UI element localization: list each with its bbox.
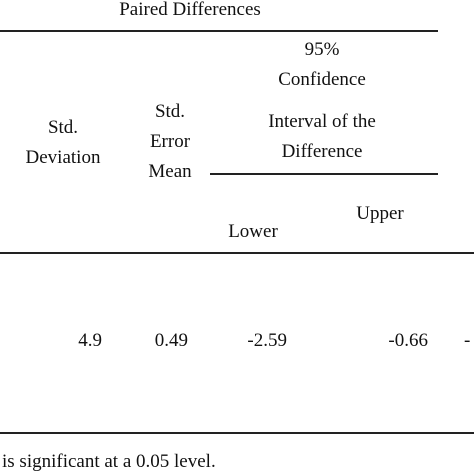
column-header: Mean xyxy=(148,161,192,182)
column-header: 95% xyxy=(304,39,340,60)
cell: - xyxy=(464,330,471,351)
column-header: Deviation xyxy=(25,147,101,168)
column-header: Difference xyxy=(281,141,363,162)
cell: -2.59 xyxy=(247,330,287,351)
cell: 0.49 xyxy=(154,330,188,351)
column-header: Std. xyxy=(154,101,186,122)
column-header: Interval of the xyxy=(268,111,376,132)
column-header: Error xyxy=(149,131,191,152)
rule xyxy=(0,252,474,254)
rule xyxy=(210,173,438,175)
column-header: Upper xyxy=(356,203,404,224)
column-header: Std. xyxy=(47,117,79,138)
rule xyxy=(0,432,474,434)
rule xyxy=(0,30,438,32)
column-header: Confidence xyxy=(278,69,366,90)
footnote: is significant at a 0.05 level. xyxy=(2,451,216,472)
cell: 4.9 xyxy=(78,330,102,351)
cell: -0.66 xyxy=(388,330,428,351)
group-header: Paired Differences xyxy=(119,0,261,20)
column-header: Lower xyxy=(228,221,278,242)
